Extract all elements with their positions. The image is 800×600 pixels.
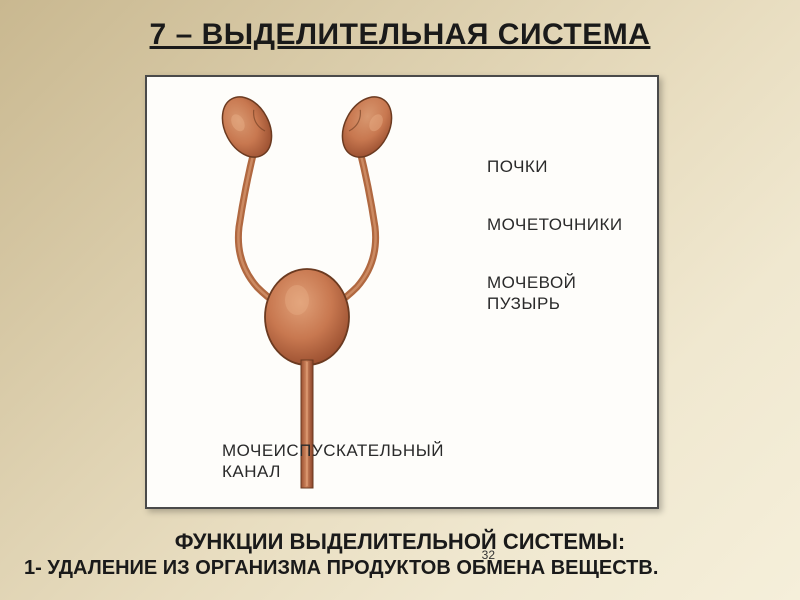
label-urethra-text: МОЧЕИСПУСКАТЕЛЬНЫЙКАНАЛ [222, 441, 444, 481]
label-urethra: МОЧЕИСПУСКАТЕЛЬНЫЙКАНАЛ [222, 440, 444, 483]
excretory-system-diagram [177, 92, 437, 492]
label-bladder: МОЧЕВОЙПУЗЫРЬ [487, 272, 576, 315]
footer-functions-title: ФУНКЦИИ ВЫДЕЛИТЕЛЬНОЙ СИСТЕМЫ: [0, 529, 800, 555]
diagram-container: ПОЧКИ МОЧЕТОЧНИКИ МОЧЕВОЙПУЗЫРЬ МОЧЕИСПУ… [145, 75, 659, 509]
slide-title: 7 – ВЫДЕЛИТЕЛЬНАЯ СИСТЕМА [0, 0, 800, 52]
label-ureters: МОЧЕТОЧНИКИ [487, 215, 623, 235]
label-bladder-text: МОЧЕВОЙПУЗЫРЬ [487, 273, 576, 313]
slide-footer: ФУНКЦИИ ВЫДЕЛИТЕЛЬНОЙ СИСТЕМЫ: 1- УДАЛЕН… [0, 529, 800, 580]
label-kidneys: ПОЧКИ [487, 157, 548, 177]
footer-functions-item: 1- УДАЛЕНИЕ ИЗ ОРГАНИЗМА ПРОДУКТОВ ОБМЕН… [0, 557, 800, 580]
